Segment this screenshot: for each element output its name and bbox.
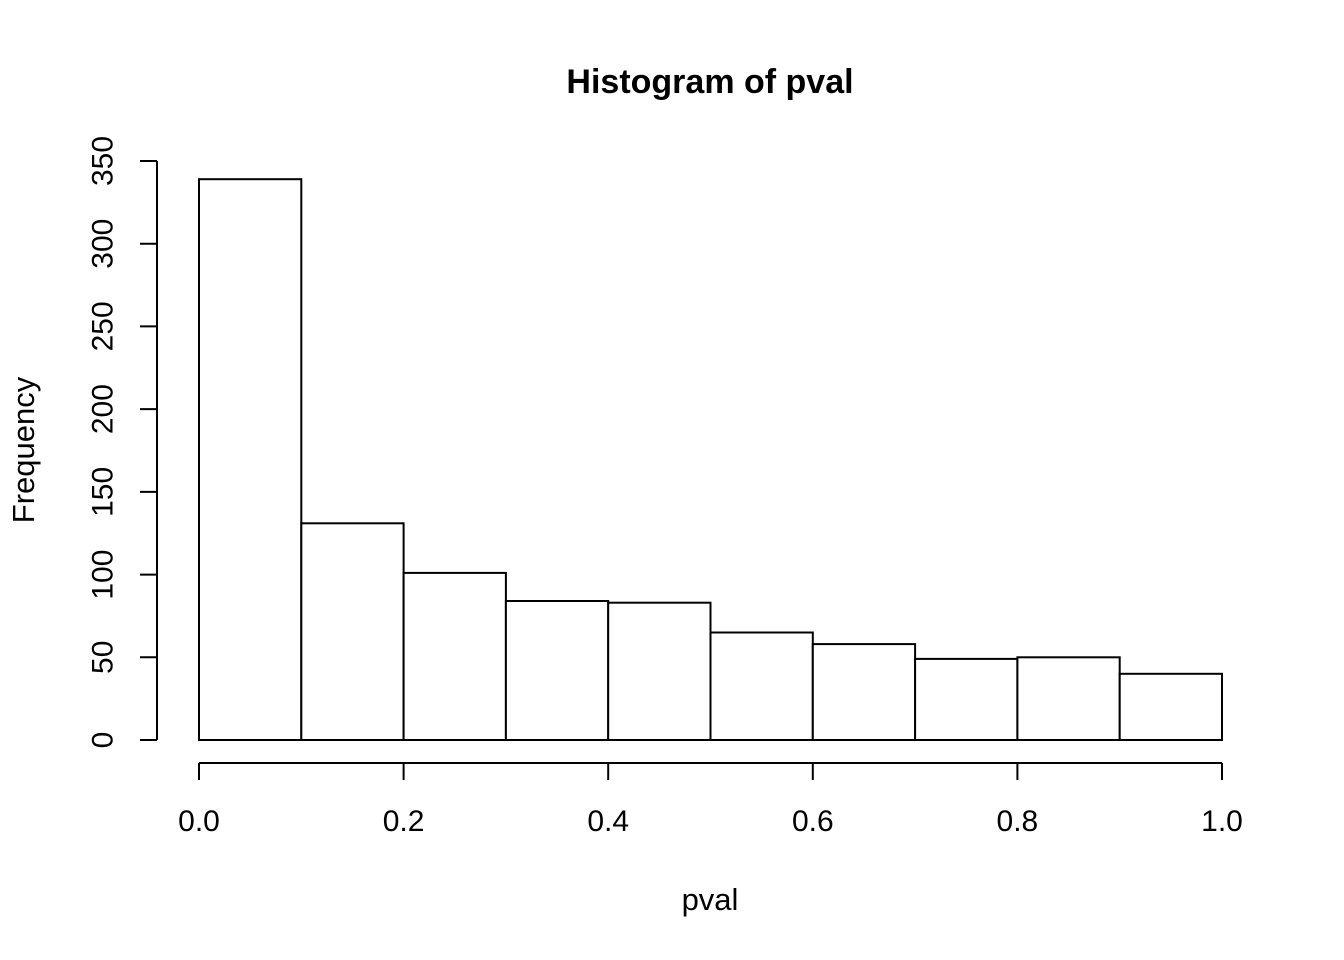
histogram-bar [709,631,814,741]
y-tick-label: 50 [87,641,120,674]
bars-group [198,178,1223,742]
x-tick-label: 0.8 [997,805,1039,838]
chart-title: Histogram of pval [566,63,853,101]
x-tick-label: 1.0 [1201,805,1243,838]
y-tick-label: 350 [87,136,120,186]
x-tick-label: 0.0 [178,805,220,838]
y-tick-label: 300 [87,219,120,269]
x-axis: 0.0 0.2 0.4 0.6 0.8 1.0 [178,762,1243,838]
histogram-bar [504,600,610,741]
histogram-bar [1016,656,1121,741]
histogram-bar [402,571,507,742]
y-tick-label: 200 [87,384,120,434]
x-axis-title: pval [682,882,739,917]
y-tick-label: 250 [87,301,120,351]
histogram-bar [811,643,917,741]
x-tick-label: 0.4 [587,805,629,838]
histogram-bar [1118,672,1223,741]
histogram-bar [914,657,1019,742]
x-tick-label: 0.2 [383,805,425,838]
y-tick-label: 0 [87,732,120,749]
y-axis: 0 50 100 150 200 250 300 350 [87,136,158,748]
histogram-bar [300,522,405,741]
histogram-bar [198,178,303,741]
y-tick-label: 150 [87,467,120,517]
histogram-bar [607,601,712,742]
y-tick-label: 100 [87,550,120,600]
x-tick-label: 0.6 [792,805,834,838]
y-axis-title: Frequency [6,376,41,523]
